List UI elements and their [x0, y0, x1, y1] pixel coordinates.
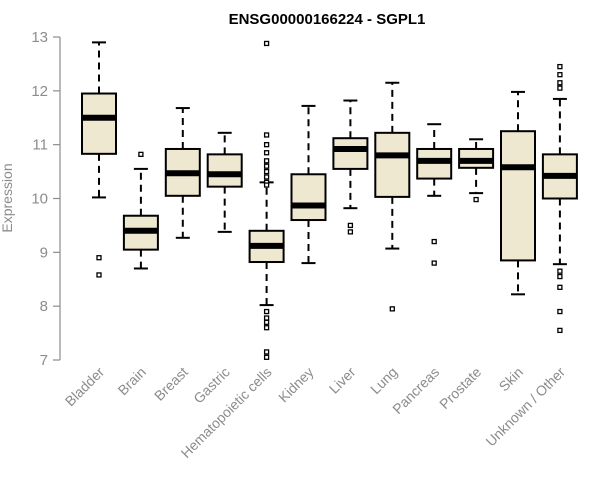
x-tick-label: Lung [367, 364, 400, 397]
x-tick-label: Pancreas [389, 364, 442, 417]
outlier-point [347, 222, 354, 229]
y-tick-label: 13 [31, 29, 48, 46]
box-group [500, 90, 536, 296]
box-group [458, 138, 495, 203]
box-group [122, 151, 159, 270]
y-tick-label: 8 [40, 298, 48, 315]
outlier-point [96, 272, 102, 278]
axes: 7 8 9 10 11 12 13 [31, 29, 61, 369]
box [374, 131, 411, 198]
outlier-point [557, 268, 563, 274]
box [290, 173, 327, 222]
boxes [81, 40, 578, 360]
chart-title: ENSG00000166224 - SGPL1 [229, 11, 426, 28]
outlier-point [263, 174, 270, 180]
outlier-point [263, 315, 270, 321]
outlier-point [557, 63, 563, 70]
outlier-point [557, 308, 563, 315]
outlier-point [557, 284, 563, 290]
outlier-point [263, 132, 270, 138]
y-tick-label: 10 [31, 191, 48, 208]
outlier-point [557, 327, 563, 334]
outlier-point [263, 308, 270, 315]
x-tick-label: Brain [115, 364, 149, 398]
outlier-point [431, 260, 437, 266]
outlier-point [557, 72, 563, 78]
outlier-point [347, 229, 354, 235]
outlier-point [557, 85, 563, 91]
y-tick-label: 12 [31, 83, 48, 100]
box-group [332, 99, 369, 235]
outlier-point [263, 142, 270, 148]
x-tick-label: Liver [326, 364, 359, 397]
box-group [416, 123, 453, 266]
outlier-point [263, 325, 270, 331]
x-tick-label: Breast [151, 364, 191, 404]
outlier-point [473, 196, 479, 203]
y-tick-label: 7 [40, 352, 48, 369]
y-tick-label: 11 [32, 137, 48, 154]
box-group [290, 104, 327, 265]
box [206, 153, 243, 188]
x-tick-label: Prostate [436, 364, 484, 412]
y-tick-label: 9 [40, 244, 48, 261]
outlier-point [557, 80, 563, 86]
outlier-point [263, 158, 270, 164]
outlier-point [263, 354, 270, 360]
box [332, 137, 369, 170]
x-tick-label: Unknown / Other [482, 364, 568, 450]
outlier-point [263, 40, 270, 47]
outlier-point [557, 273, 563, 280]
box-group [541, 63, 578, 334]
x-tick-label: Kidney [275, 364, 317, 406]
outlier-point [431, 238, 437, 245]
outlier-point [263, 168, 270, 175]
box [81, 92, 117, 155]
box-group [374, 81, 411, 312]
x-tick-label: Skin [496, 364, 527, 395]
outlier-point [263, 182, 270, 188]
box-group [81, 41, 117, 278]
box-group [164, 107, 201, 239]
box-group [206, 131, 243, 233]
box [500, 130, 536, 262]
outlier-point [263, 319, 270, 325]
outlier-point [389, 306, 395, 312]
outlier-point [263, 349, 270, 355]
outlier-point [263, 150, 270, 156]
outlier-point [263, 163, 270, 169]
box-group [248, 40, 285, 360]
x-tick-label: Bladder [62, 364, 108, 410]
y-axis-label: Expression [0, 163, 15, 232]
outlier-point [138, 151, 144, 158]
outlier-point [96, 255, 102, 261]
